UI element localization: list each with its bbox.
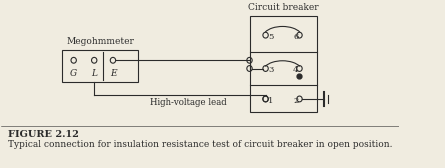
Text: 4: 4 (293, 66, 299, 74)
Bar (62, 50, 138, 81)
Text: 6: 6 (293, 33, 299, 41)
Text: Circuit breaker: Circuit breaker (248, 3, 319, 12)
Text: L: L (91, 69, 97, 78)
Bar (250, 16, 317, 113)
Text: 3: 3 (268, 66, 274, 74)
Text: Megohmmeter: Megohmmeter (66, 37, 134, 46)
Text: 2: 2 (293, 97, 299, 105)
Text: 1: 1 (268, 97, 274, 105)
Text: Typical connection for insulation resistance test of circuit breaker in open pos: Typical connection for insulation resist… (8, 140, 392, 149)
Text: High-voltage lead: High-voltage lead (150, 98, 227, 107)
Text: 5: 5 (268, 33, 274, 41)
Text: FIGURE 2.12: FIGURE 2.12 (8, 130, 78, 139)
Text: E: E (109, 69, 116, 78)
Text: G: G (70, 69, 77, 78)
